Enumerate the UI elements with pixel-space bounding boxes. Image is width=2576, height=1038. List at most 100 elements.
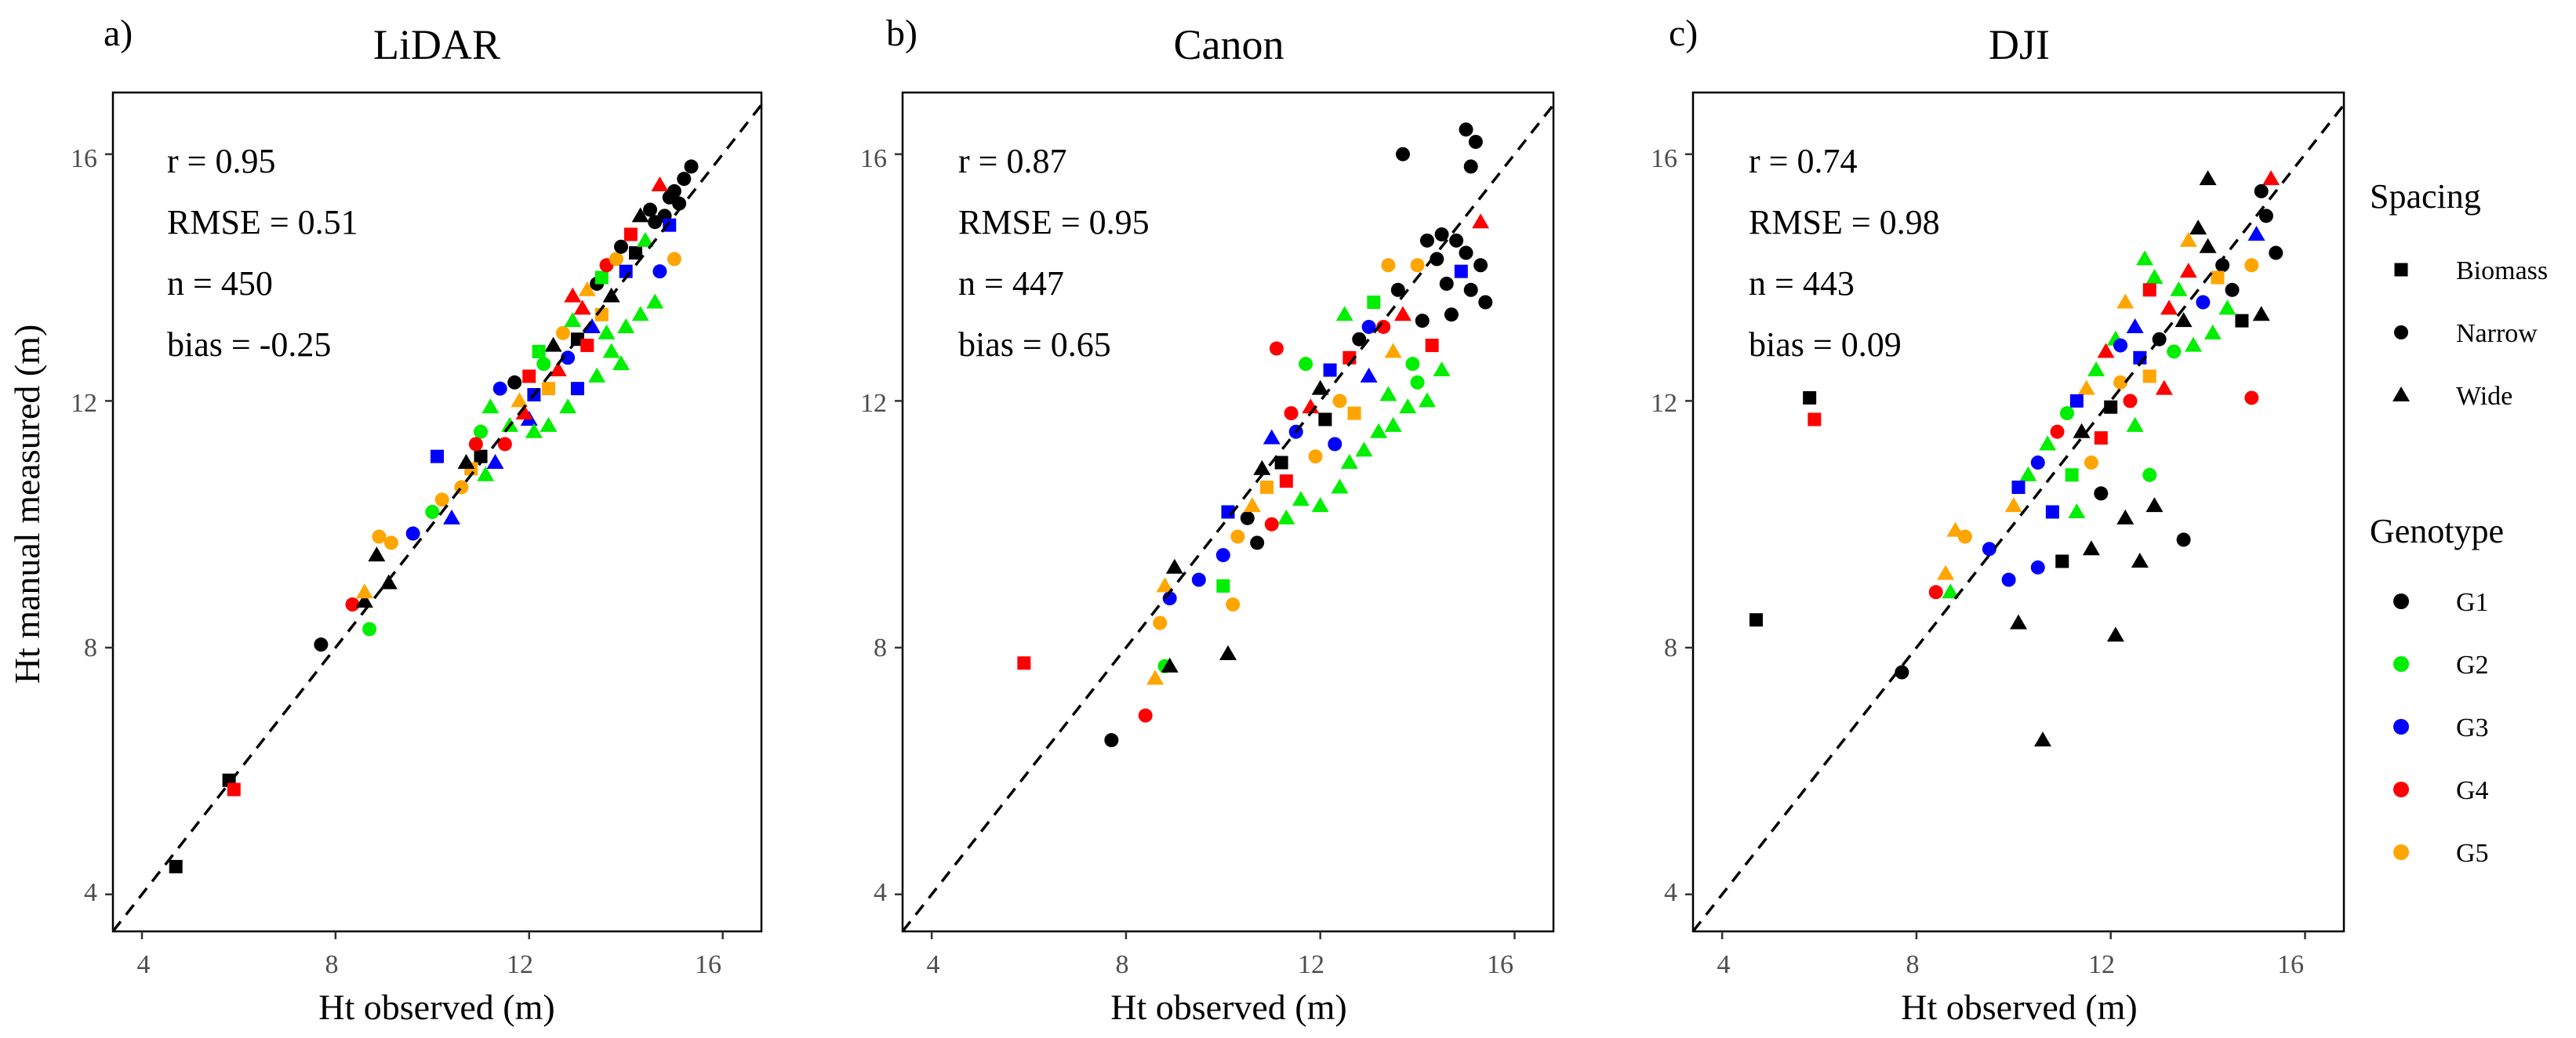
data-point <box>648 215 663 230</box>
data-point <box>1263 429 1281 445</box>
data-point <box>1243 497 1261 513</box>
data-point <box>1430 252 1444 267</box>
data-point <box>623 227 638 241</box>
data-point <box>564 287 582 303</box>
data-point <box>1153 615 1168 630</box>
data-point <box>614 239 629 254</box>
data-point <box>2155 379 2173 395</box>
data-point <box>631 207 649 223</box>
data-point <box>2247 225 2265 241</box>
data-point <box>1331 478 1349 494</box>
data-point <box>169 859 183 873</box>
data-point <box>457 454 475 470</box>
data-point <box>2045 505 2059 519</box>
data-point <box>631 306 649 321</box>
data-point <box>1264 517 1279 532</box>
data-point <box>355 593 373 608</box>
data-point <box>492 381 507 396</box>
data-point <box>2001 572 2016 587</box>
data-point <box>2142 369 2156 383</box>
data-point <box>1808 412 1822 426</box>
data-point <box>1957 529 1972 544</box>
y-tick-label: 4 <box>84 878 97 907</box>
panel-dji: c) DJI Ht observed (m) r = 0.74 RMSE = 0… <box>1651 13 2345 1027</box>
data-point <box>564 312 582 328</box>
data-point <box>1449 233 1464 248</box>
data-point <box>1191 572 1206 587</box>
data-point <box>1418 392 1436 408</box>
data-point <box>1269 341 1284 356</box>
data-point <box>425 505 440 519</box>
data-point <box>2123 394 2138 408</box>
data-point <box>2142 283 2156 297</box>
x-tick-label: 12 <box>2088 950 2115 979</box>
data-point <box>609 252 623 267</box>
data-point <box>570 382 584 396</box>
y-tick-label: 12 <box>860 389 887 418</box>
data-point <box>636 231 654 247</box>
data-point <box>2252 306 2270 321</box>
data-point <box>1399 398 1417 414</box>
data-point <box>1328 437 1342 452</box>
data-point <box>1138 708 1153 723</box>
data-point <box>510 392 529 408</box>
data-point <box>2199 170 2217 186</box>
data-point <box>2131 552 2149 568</box>
data-point <box>532 344 546 358</box>
panel-tag: a) <box>104 13 133 54</box>
legend-label-narrow: Narrow <box>2456 319 2538 348</box>
legend-label-wide: Wide <box>2456 382 2512 411</box>
legend-spacing-title: Spacing <box>2370 177 2481 216</box>
stat-rmse: RMSE = 0.51 <box>167 203 358 241</box>
data-point <box>651 176 669 192</box>
data-point <box>1323 363 1337 377</box>
data-point <box>2218 299 2236 315</box>
data-point <box>1340 454 1358 470</box>
y-tick-label: 4 <box>874 878 887 907</box>
data-point <box>1311 497 1329 513</box>
x-tick-label: 16 <box>695 950 721 979</box>
data-point <box>2176 532 2191 547</box>
data-point <box>1473 258 1488 273</box>
data-point <box>541 382 555 396</box>
stat-rmse: RMSE = 0.95 <box>958 203 1150 241</box>
data-point <box>2113 375 2128 390</box>
data-point <box>2258 209 2273 223</box>
data-point <box>588 367 606 383</box>
x-axis-label: Ht observed (m) <box>1110 987 1346 1027</box>
data-point <box>2087 361 2105 377</box>
data-point <box>405 526 420 541</box>
data-point <box>1425 339 1439 353</box>
data-point <box>2126 416 2144 432</box>
data-point <box>1240 510 1255 525</box>
data-point <box>2175 312 2193 328</box>
legend-key-g4 <box>2393 782 2409 797</box>
data-point <box>583 318 601 333</box>
data-point <box>1335 306 1353 321</box>
data-point <box>362 622 377 637</box>
data-point <box>1982 542 1996 557</box>
data-point <box>1444 307 1459 322</box>
data-point <box>2068 503 2086 518</box>
data-point <box>652 264 667 279</box>
data-point <box>497 437 512 452</box>
tick-labels: 4 8 12 16 4 8 12 16 <box>860 144 1513 979</box>
data-point <box>2069 394 2084 408</box>
x-tick-label: 4 <box>137 950 151 979</box>
data-point <box>1017 656 1031 670</box>
x-tick-label: 12 <box>1298 950 1324 979</box>
panel-tag: c) <box>1669 13 1698 54</box>
legend-key-g5 <box>2393 844 2409 860</box>
panel-lidar: a) LiDAR Ht manual measured (m) Ht obser… <box>7 13 763 1027</box>
data-point <box>578 281 596 296</box>
panel-title: DJI <box>1989 21 2050 68</box>
data-point <box>1146 670 1164 685</box>
legend: Spacing Biomass Narrow Wide Genotype G1 … <box>2370 177 2548 868</box>
data-point <box>2145 269 2164 285</box>
data-point <box>1370 423 1388 438</box>
data-point <box>515 405 533 420</box>
data-point <box>486 454 504 470</box>
data-point <box>1410 375 1425 390</box>
data-point <box>2033 731 2051 747</box>
data-point <box>2059 406 2074 421</box>
